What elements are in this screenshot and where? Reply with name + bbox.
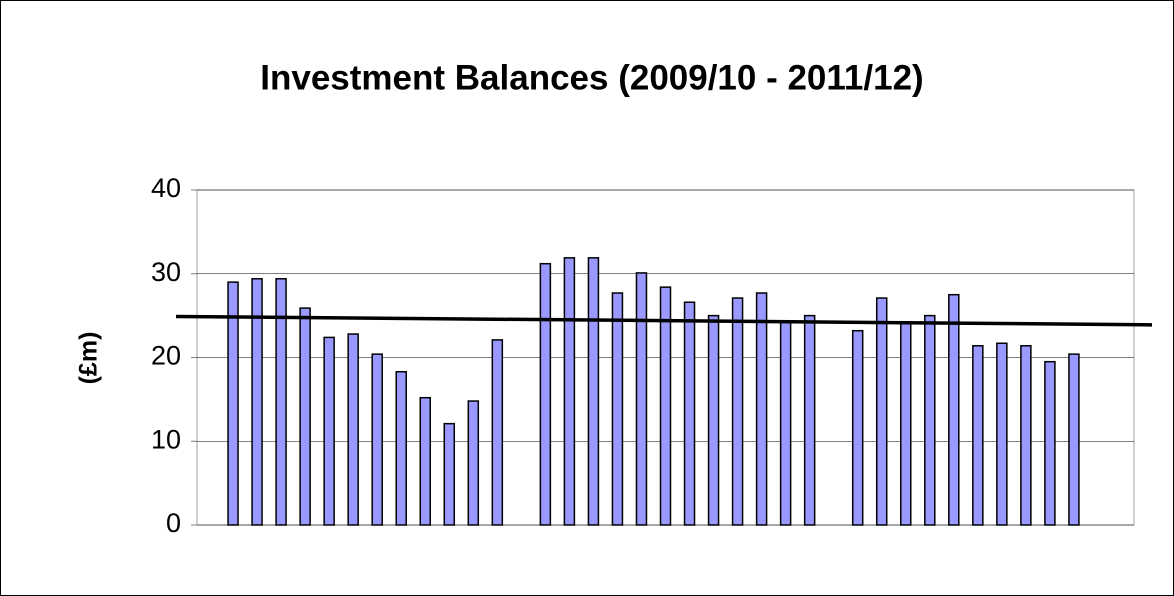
bar — [227, 281, 239, 526]
bar — [347, 333, 359, 526]
bar — [467, 400, 480, 526]
bar — [443, 422, 456, 526]
bar — [275, 278, 287, 526]
bar — [611, 292, 624, 526]
trend-line — [175, 314, 1153, 327]
bar — [948, 293, 960, 526]
bar — [635, 272, 648, 526]
bar — [803, 314, 816, 526]
bar — [659, 286, 672, 526]
y-axis-label: (£m) — [75, 332, 103, 385]
bar — [779, 321, 792, 526]
bar — [491, 339, 504, 526]
y-tick-label: 10 — [151, 424, 181, 454]
chart-title: Investment Balances (2009/10 - 2011/12) — [260, 58, 923, 97]
bar — [371, 353, 383, 526]
bar — [1068, 353, 1080, 526]
y-tick-label: 40 — [151, 173, 181, 203]
bar — [299, 307, 311, 526]
bar — [323, 336, 335, 526]
y-tick-label: 20 — [151, 341, 181, 371]
bar — [972, 345, 984, 526]
bar — [875, 297, 888, 526]
bar — [539, 262, 552, 526]
bar — [924, 314, 936, 526]
bar — [731, 297, 744, 526]
y-tick-label: 0 — [166, 508, 181, 538]
bar — [1044, 360, 1056, 526]
bar — [996, 342, 1008, 526]
y-tick-label: 30 — [151, 257, 181, 287]
bar — [563, 257, 576, 526]
bar — [419, 396, 431, 526]
bar — [755, 292, 768, 526]
bar — [707, 314, 720, 526]
bar — [900, 321, 912, 526]
bar — [851, 329, 864, 526]
bar — [395, 370, 407, 526]
bar — [683, 301, 696, 526]
bar — [1020, 345, 1032, 526]
bar — [251, 278, 263, 526]
bar — [587, 257, 600, 526]
